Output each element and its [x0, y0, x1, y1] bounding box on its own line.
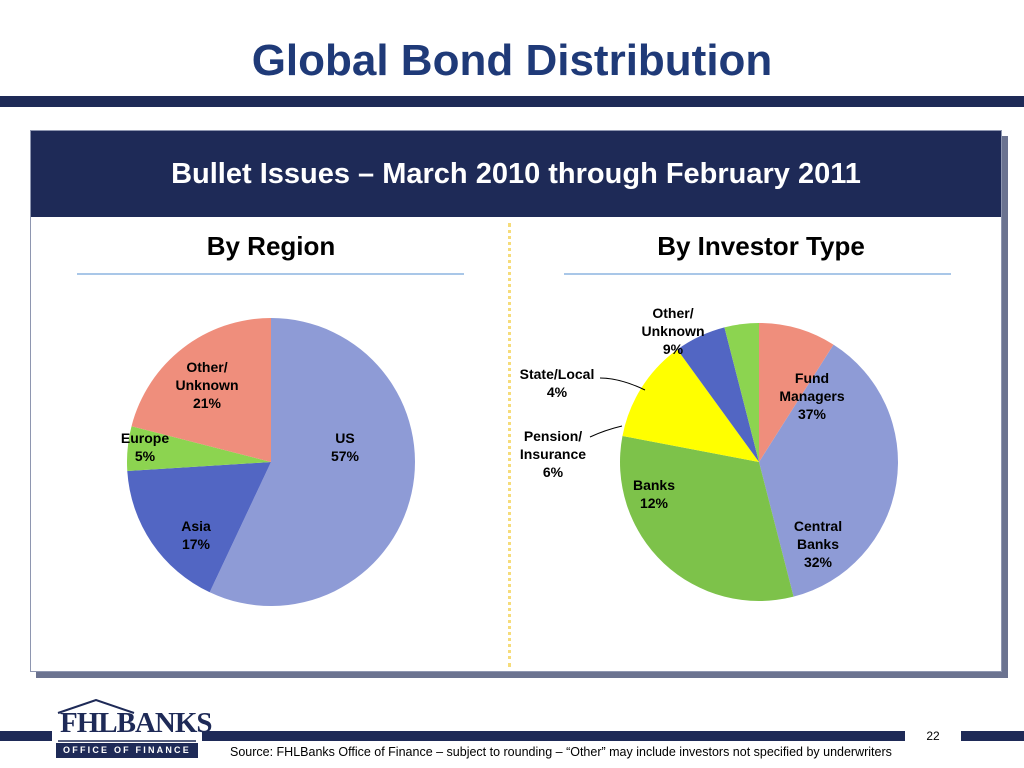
region-label-other-unknown-text: Unknown: [176, 377, 239, 393]
investor-label-fund-managers-value: 37%: [798, 406, 827, 422]
title-rule: [0, 96, 1024, 107]
region-label-asia-value: 17%: [182, 536, 211, 552]
pie-labels: US 57% Asia 17% Europe 5% Other/Unknown 21% Fund…: [121, 305, 845, 570]
footer-logo-gap: [52, 728, 202, 744]
region-label-other-unknown-text: Other/: [186, 359, 227, 375]
region-pie: [126, 317, 415, 606]
page-number: 22: [926, 729, 940, 743]
footer-page-gap: [905, 728, 961, 744]
region-label-europe-value: 5%: [135, 448, 156, 464]
investor-label-central-banks-value: 32%: [804, 554, 833, 570]
logo-subtitle: OFFICE OF FINANCE: [56, 743, 198, 758]
investor-label-other-unknown-value: 9%: [663, 341, 684, 357]
leader-lines: [589, 377, 646, 438]
investor-pie: [619, 323, 898, 601]
investor-label-fund-managers: Fund Managers 37%: [779, 370, 845, 422]
region-label-other-unknown: Other/Unknown 21%: [176, 359, 239, 411]
investor-label-other-unknown-text: Other/: [652, 305, 693, 321]
investor-label-pension-insurance-text: Pension/: [524, 428, 582, 444]
investor-slice-other-unknown: [759, 323, 834, 462]
investor-label-banks: Banks 12%: [633, 477, 675, 511]
investor-title-rule: [564, 273, 951, 275]
investor-label-pension-insurance: Pension/Insurance 6%: [520, 428, 586, 480]
region-label-asia-text: Asia: [181, 518, 211, 534]
logo-wordmark: FHLBANKS: [60, 707, 213, 739]
region-label-europe: Europe 5%: [121, 430, 169, 464]
region-label-other-unknown-value: 21%: [193, 395, 222, 411]
investor-slice-banks: [622, 349, 759, 462]
investor-label-pension-insurance-value: 6%: [543, 464, 564, 480]
logo-house-icon: [57, 699, 196, 742]
investor-label-state-local-text: State/Local: [520, 366, 595, 382]
panel-divider: [508, 223, 511, 667]
investor-label-central-banks-text: Central: [794, 518, 842, 534]
investor-label-state-local-value: 4%: [547, 384, 568, 400]
investor-label-central-banks-text: Banks: [797, 536, 839, 552]
panel-header: Bullet Issues – March 2010 through Febru…: [31, 131, 1001, 217]
investor-label-banks-value: 12%: [640, 495, 669, 511]
investor-label-state-local: State/Local 4%: [520, 366, 595, 400]
region-chart-title: By Region: [206, 231, 336, 261]
investor-slice-fund-managers: [759, 344, 898, 597]
region-slice-other-unknown: [131, 317, 271, 462]
region-label-us-value: 57%: [331, 448, 360, 464]
state-local-leader-line: [599, 377, 646, 391]
investor-label-other-unknown-text: Unknown: [642, 323, 705, 339]
investor-label-fund-managers-text: Fund: [795, 370, 829, 386]
footer-bar: [0, 731, 1024, 741]
region-slice-asia: [127, 462, 271, 593]
panel-header-text: Bullet Issues – March 2010 through Febru…: [171, 157, 861, 190]
region-title-rule: [77, 273, 464, 275]
region-label-us: US 57%: [331, 430, 360, 464]
investor-label-fund-managers-text: Managers: [779, 388, 845, 404]
source-note: Source: FHLBanks Office of Finance – sub…: [230, 745, 892, 759]
investor-label-other-unknown: Other/Unknown 9%: [642, 305, 705, 357]
investor-label-banks-text: Banks: [633, 477, 675, 493]
investor-chart-title: By Investor Type: [657, 231, 865, 261]
region-label-europe-text: Europe: [121, 430, 169, 446]
investor-slice-central-banks: [619, 435, 794, 601]
fhlbanks-logo: FHLBANKS OFFICE OF FINANCE: [56, 699, 213, 759]
region-slice-europe: [126, 426, 271, 472]
slide-title: Global Bond Distribution: [251, 36, 773, 85]
investor-slice-state-local: [724, 323, 759, 462]
region-slice-us: [209, 318, 415, 606]
region-label-us-text: US: [335, 430, 354, 446]
region-label-asia: Asia 17%: [181, 518, 211, 552]
investor-label-central-banks: Central Banks 32%: [794, 518, 842, 570]
investor-label-pension-insurance-text: Insurance: [520, 446, 586, 462]
investor-slice-pension-insurance: [677, 327, 759, 462]
pension-leader-line: [589, 425, 623, 438]
